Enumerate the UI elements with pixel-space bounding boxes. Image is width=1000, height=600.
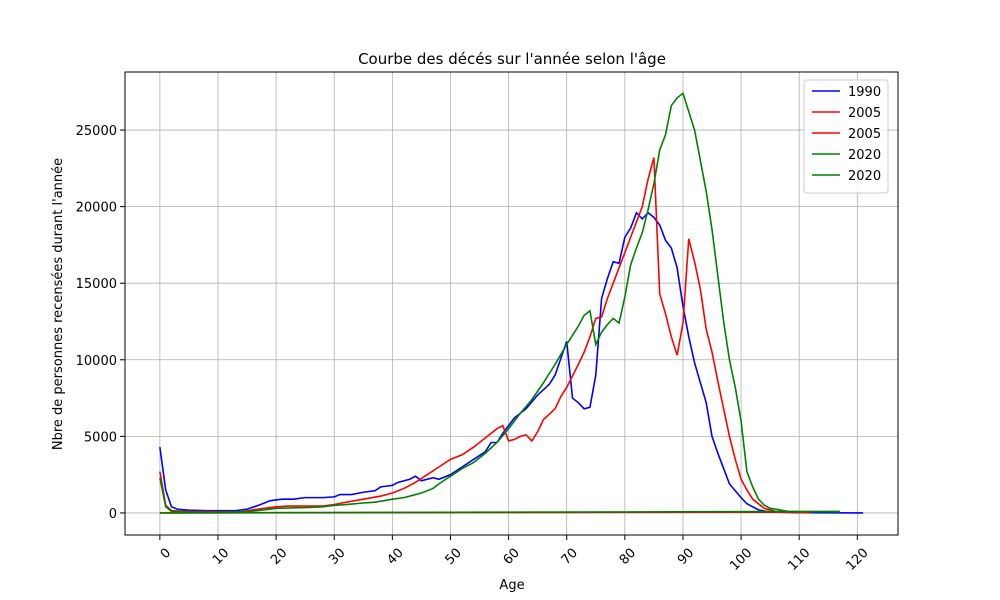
x-tick-label: 100: [727, 546, 755, 574]
x-tick-label: 40: [384, 546, 406, 568]
plot-frame: [124, 71, 899, 536]
y-tick-label: 5000: [84, 430, 117, 445]
data-line: [159, 510, 840, 514]
legend-label: 1990: [848, 85, 881, 100]
legend-label: 2005: [848, 127, 881, 142]
x-tick-label: 120: [843, 546, 871, 574]
x-tick-label: 90: [675, 546, 697, 568]
x-tick-label: 110: [785, 546, 813, 574]
legend-label: 2020: [848, 148, 881, 163]
x-tick-label: 50: [442, 546, 464, 568]
x-axis-label: Age: [499, 578, 524, 593]
chart-title: Courbe des décés sur l'année selon l'âge: [358, 50, 666, 68]
x-tick-label: 20: [268, 546, 290, 568]
x-tick-label: 30: [326, 546, 348, 568]
x-tick-label: 70: [559, 546, 581, 568]
y-tick-label: 20000: [76, 201, 117, 216]
y-tick-label: 15000: [76, 277, 117, 292]
x-tick-label: 10: [210, 546, 232, 568]
legend-label: 2005: [848, 106, 881, 121]
x-tick-label: 80: [617, 546, 639, 568]
x-tick-label: 60: [501, 546, 523, 568]
y-axis-label: Nbre de personnes recensées durant l'ann…: [51, 158, 66, 450]
data-line: [159, 211, 864, 514]
legend-box: [803, 79, 889, 194]
y-tick-label: 0: [109, 507, 117, 522]
legend-label: 2020: [848, 169, 881, 184]
data-line: [159, 91, 840, 513]
y-tick-label: 10000: [76, 354, 117, 369]
y-tick-label: 25000: [76, 124, 117, 139]
data-line: [159, 157, 811, 514]
x-tick-label: 0: [158, 546, 174, 562]
